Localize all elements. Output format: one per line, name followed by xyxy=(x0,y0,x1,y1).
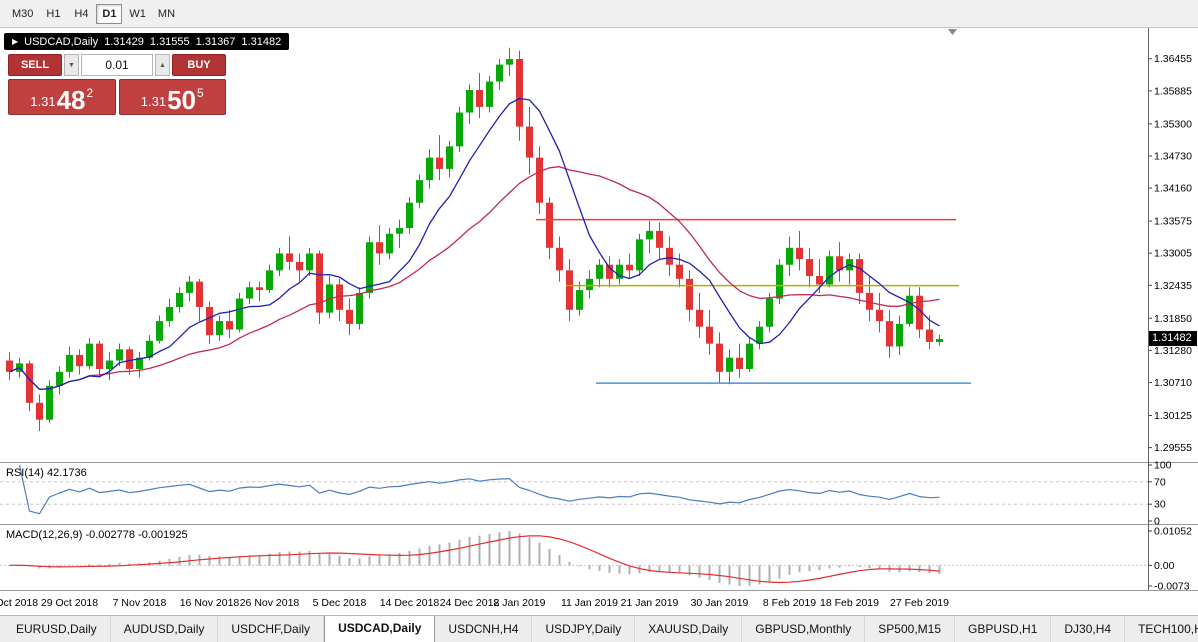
svg-text:1.35300: 1.35300 xyxy=(1154,118,1192,130)
timeframe-toolbar: M30 H1 H4 D1 W1 MN xyxy=(0,0,1198,28)
svg-text:26 Nov 2018: 26 Nov 2018 xyxy=(240,597,300,609)
timeframe-button-d1[interactable]: D1 xyxy=(96,3,123,24)
svg-text:1.30710: 1.30710 xyxy=(1154,377,1192,389)
svg-text:70: 70 xyxy=(1154,476,1166,488)
tab-usdjpy-daily[interactable]: USDJPY,Daily xyxy=(532,616,636,642)
svg-text:1.33575: 1.33575 xyxy=(1154,216,1192,228)
svg-text:7 Nov 2018: 7 Nov 2018 xyxy=(113,597,167,609)
ask-price-big: 50 xyxy=(167,84,197,115)
svg-text:30: 30 xyxy=(1154,499,1166,511)
volume-input[interactable]: 0.01 xyxy=(81,54,153,76)
svg-text:18 Feb 2019: 18 Feb 2019 xyxy=(820,597,879,609)
svg-text:1.29555: 1.29555 xyxy=(1154,442,1192,454)
svg-text:1.35885: 1.35885 xyxy=(1154,85,1192,97)
macd-indicator-label: MACD(12,26,9) -0.002778 -0.001925 xyxy=(6,529,188,541)
tab-usdcad-daily[interactable]: USDCAD,Daily xyxy=(324,616,436,642)
svg-text:8 Feb 2019: 8 Feb 2019 xyxy=(763,597,816,609)
timeframe-button-w1[interactable]: W1 xyxy=(129,7,146,20)
svg-text:1.31850: 1.31850 xyxy=(1154,313,1192,325)
svg-text:1.30125: 1.30125 xyxy=(1154,410,1192,422)
svg-text:100: 100 xyxy=(1154,460,1172,472)
rsi-indicator-label: RSI(14) 42.1736 xyxy=(6,467,87,479)
chart-canvas[interactable]: 1.36455 1.35885 1.35300 1.34730 1.34160 1.335… xyxy=(0,28,1198,615)
bid-price-main: 1.31 xyxy=(30,94,56,109)
volume-decrease-button[interactable]: ▼ xyxy=(64,54,79,76)
svg-text:1.32435: 1.32435 xyxy=(1154,280,1192,292)
symbol-triangle-icon: ▶ xyxy=(12,36,19,46)
svg-text:29 Oct 2018: 29 Oct 2018 xyxy=(41,597,98,609)
info-close: 1.31482 xyxy=(241,35,282,48)
tab-tech100-h1[interactable]: TECH100,H1 xyxy=(1125,616,1198,642)
svg-text:5 Dec 2018: 5 Dec 2018 xyxy=(313,597,367,609)
svg-text:1.34730: 1.34730 xyxy=(1154,150,1192,162)
sell-button[interactable]: SELL xyxy=(8,54,62,76)
sell-price-box[interactable]: 1.31 48 2 xyxy=(8,79,116,115)
tab-usdcnh-h4[interactable]: USDCNH,H4 xyxy=(435,616,533,642)
timeframe-button-m30[interactable]: M30 xyxy=(12,7,34,20)
svg-text:0.01052: 0.01052 xyxy=(1154,526,1192,538)
tab-dj30-h4[interactable]: DJ30,H4 xyxy=(1051,616,1126,642)
info-symbol: USDCAD,Daily xyxy=(24,35,99,48)
tab-usdchf-daily[interactable]: USDCHF,Daily xyxy=(218,616,325,642)
tab-gbpusd-h1[interactable]: GBPUSD,H1 xyxy=(955,616,1052,642)
svg-text:-0.0073: -0.0073 xyxy=(1154,581,1190,593)
ohlc-info-tag: ▶ USDCAD,Daily 1.31429 1.31555 1.31367 1… xyxy=(4,33,290,50)
svg-text:2 Jan 2019: 2 Jan 2019 xyxy=(494,597,546,609)
svg-text:30 Jan 2019: 30 Jan 2019 xyxy=(691,597,749,609)
buy-price-box[interactable]: 1.31 50 5 xyxy=(118,79,226,115)
chart-shift-marker xyxy=(948,29,957,35)
bid-price-pip: 2 xyxy=(86,86,94,100)
tab-gbpusd-monthly[interactable]: GBPUSD,Monthly xyxy=(742,616,866,642)
svg-text:11 Jan 2019: 11 Jan 2019 xyxy=(561,597,618,609)
svg-text:16 Nov 2018: 16 Nov 2018 xyxy=(180,597,240,609)
svg-text:24 Dec 2018: 24 Dec 2018 xyxy=(440,597,500,609)
buy-button[interactable]: BUY xyxy=(172,54,226,76)
ask-price-main: 1.31 xyxy=(140,94,167,109)
chart-region: 1.36455 1.35885 1.35300 1.34730 1.34160 1.335… xyxy=(0,28,1198,615)
svg-text:1.33005: 1.33005 xyxy=(1154,248,1192,260)
timeframe-button-h4[interactable]: H4 xyxy=(74,7,89,20)
svg-text:0.00: 0.00 xyxy=(1154,560,1175,572)
one-click-trading-panel: SELL ▼ 0.01 ▲ BUY 1.31 48 2 1.31 50 5 xyxy=(8,54,226,115)
bid-price-big: 48 xyxy=(56,84,86,115)
chart-tab-bar: EURUSD,Daily AUDUSD,Daily USDCHF,Daily USDC… xyxy=(0,615,1198,642)
svg-text:1.31280: 1.31280 xyxy=(1154,345,1192,357)
info-low: 1.31367 xyxy=(195,35,236,48)
svg-text:1.34160: 1.34160 xyxy=(1154,183,1192,195)
svg-text:19 Oct 2018: 19 Oct 2018 xyxy=(0,597,38,609)
tab-xauusd-daily[interactable]: XAUUSD,Daily xyxy=(635,616,743,642)
svg-text:27 Feb 2019: 27 Feb 2019 xyxy=(890,597,949,609)
tab-sp500-m15[interactable]: SP500,M15 xyxy=(865,616,956,642)
tab-audusd-daily[interactable]: AUDUSD,Daily xyxy=(111,616,219,642)
svg-text:0: 0 xyxy=(1154,516,1160,528)
volume-increase-button[interactable]: ▲ xyxy=(155,54,170,76)
timeframe-button-h1[interactable]: H1 xyxy=(46,7,61,20)
info-open: 1.31429 xyxy=(104,35,144,48)
ask-price-pip: 5 xyxy=(197,86,204,100)
timeframe-button-mn[interactable]: MN xyxy=(157,7,176,20)
svg-text:14 Dec 2018: 14 Dec 2018 xyxy=(380,597,440,609)
svg-text:21 Jan 2019: 21 Jan 2019 xyxy=(621,597,679,609)
info-high: 1.31555 xyxy=(149,35,190,48)
current-price-tag: 1.31482 xyxy=(1149,331,1197,346)
svg-text:1.36455: 1.36455 xyxy=(1154,53,1192,65)
tab-eurusd-daily[interactable]: EURUSD,Daily xyxy=(3,616,111,642)
